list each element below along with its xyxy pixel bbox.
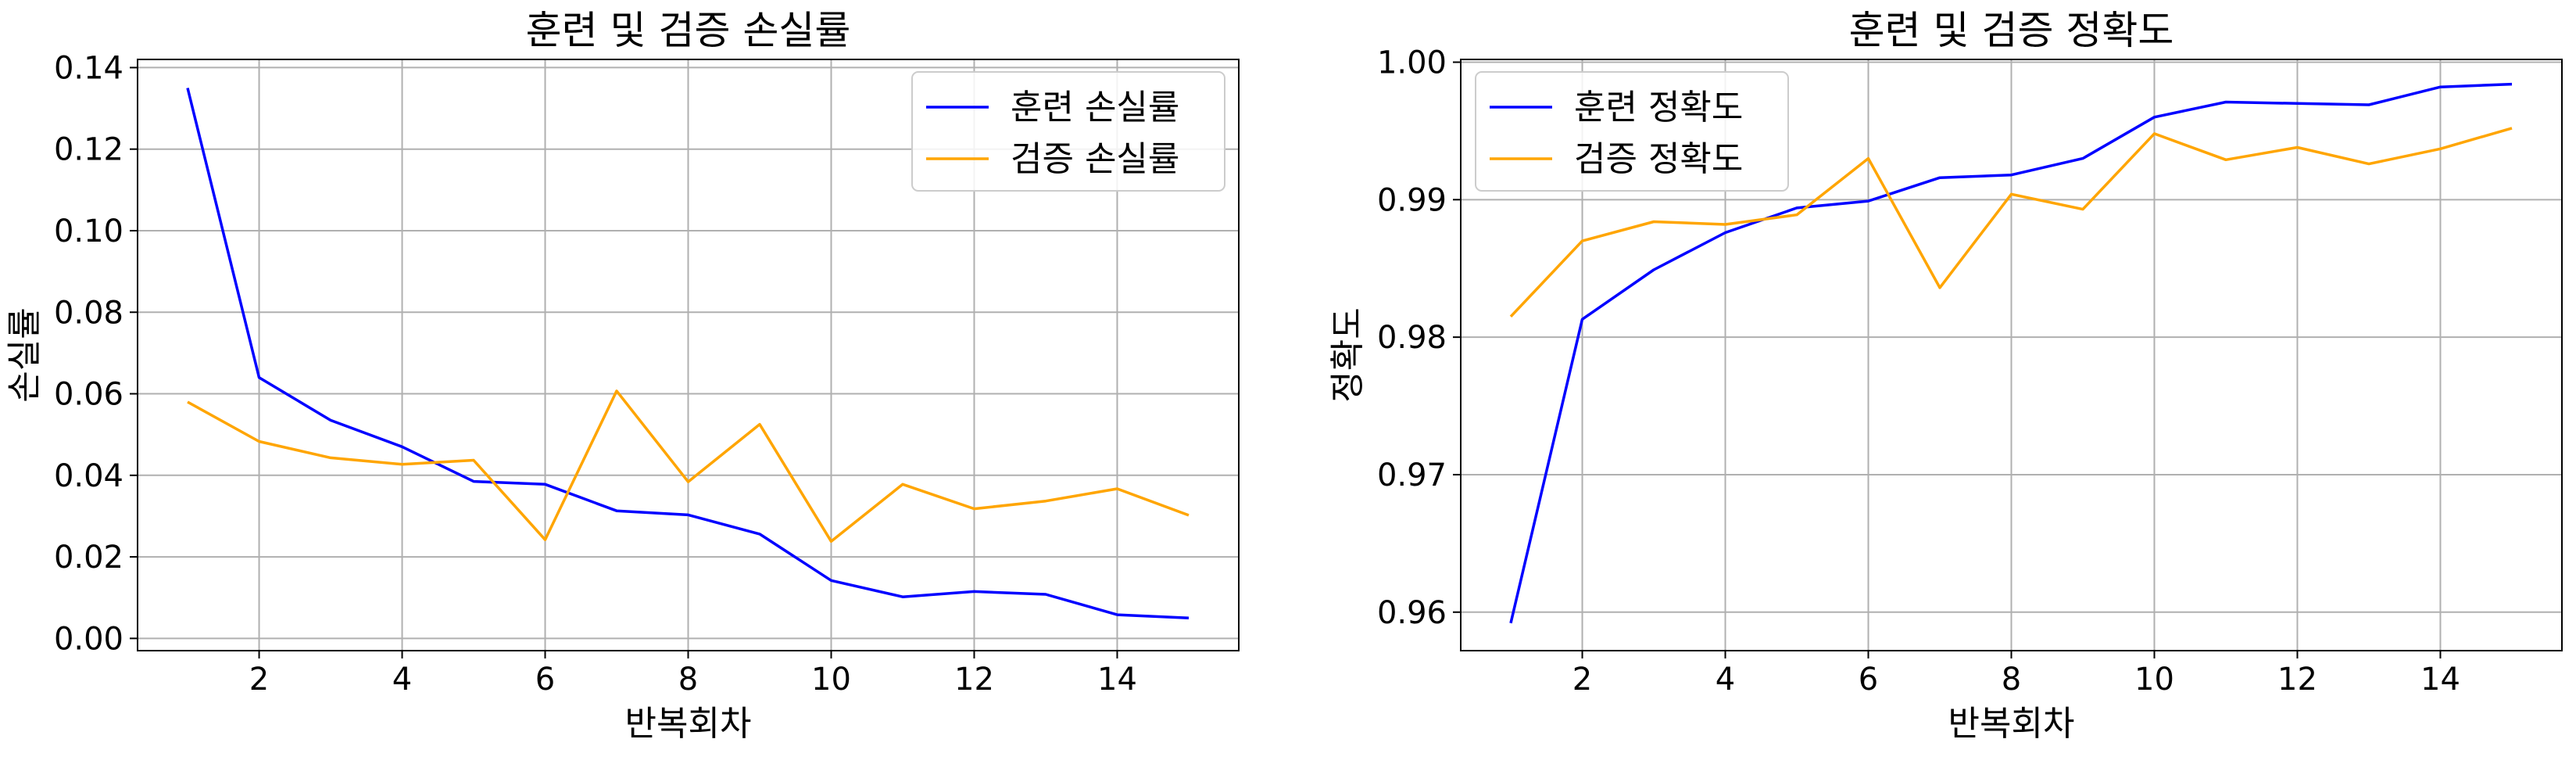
x-tick-label: 12 [954, 662, 994, 698]
x-tick-label: 4 [392, 662, 412, 698]
series-line-1 [1509, 82, 2513, 624]
x-tick-label: 10 [2134, 662, 2174, 698]
y-tick-label: 0.10 [54, 213, 123, 249]
x-tick-label: 8 [2002, 662, 2021, 698]
y-tick-label: 0.99 [1377, 182, 1447, 218]
y-tick-label: 0.98 [1377, 320, 1447, 356]
y-tick-label: 0.04 [54, 458, 123, 494]
legend-box [911, 71, 1225, 192]
legend-label: 훈련 손실률 [1011, 88, 1179, 127]
chart-title: 훈련 및 검증 손실률 [526, 8, 851, 53]
y-tick-label: 0.12 [54, 132, 123, 168]
chart-2: 2 4 6 8 10 12 14 0.96 0.97 0.98 0.99 1.00 훈련 및 검증 정확… [1328, 8, 2563, 744]
series-line-1 [186, 88, 1190, 620]
chart-1: 2 4 6 8 10 12 14 0.00 0.02 0.04 0.06 0.08 0.10 0.12 0.… [5, 8, 1240, 744]
x-tick-label: 12 [2277, 662, 2317, 698]
legend-box [1475, 71, 1789, 192]
y-tick-label: 0.08 [54, 295, 123, 331]
x-axis-label: 반복회차 [1948, 704, 2075, 744]
y-tick-label: 0.97 [1377, 457, 1447, 493]
x-tick-label: 10 [811, 662, 851, 698]
series-line-2 [187, 389, 1190, 544]
chart-title: 훈련 및 검증 정확도 [1849, 8, 2174, 53]
x-tick-label: 14 [2420, 662, 2460, 698]
y-tick-label: 1.00 [1377, 45, 1447, 81]
y-tick-label: 0.14 [54, 50, 123, 86]
y-axis-label: 정확도 [1328, 307, 1368, 402]
y-tick-label: 0.96 [1377, 595, 1447, 631]
y-tick-label: 0.06 [54, 377, 123, 413]
x-tick-label: 4 [1716, 662, 1735, 698]
legend-label: 훈련 정확도 [1574, 88, 1743, 127]
y-tick-label: 0.02 [54, 540, 123, 576]
x-tick-label: 6 [535, 662, 555, 698]
y-tick-label: 0.00 [54, 621, 123, 657]
x-tick-label: 6 [1859, 662, 1878, 698]
legend-label: 검증 정확도 [1574, 139, 1743, 179]
x-axis-label: 반복회차 [625, 704, 752, 744]
x-tick-label: 14 [1097, 662, 1137, 698]
series-line-2 [1509, 127, 2513, 318]
y-axis-label: 손실률 [5, 307, 45, 402]
x-tick-label: 8 [678, 662, 698, 698]
legend-label: 검증 손실률 [1011, 139, 1179, 179]
x-tick-label: 2 [1572, 662, 1592, 698]
x-tick-label: 2 [249, 662, 269, 698]
